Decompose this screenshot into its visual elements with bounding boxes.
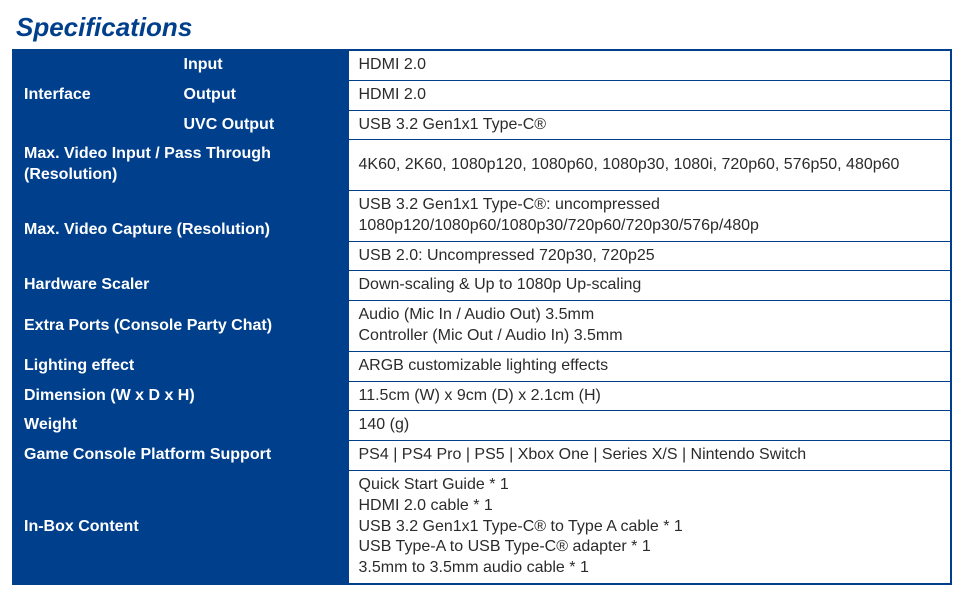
- row-sublabel: Output: [173, 80, 348, 110]
- row-value: 4K60, 2K60, 1080p120, 1080p60, 1080p30, …: [348, 140, 951, 191]
- specifications-table: Interface Input HDMI 2.0 Output HDMI 2.0…: [12, 49, 952, 585]
- table-row: Extra Ports (Console Party Chat) Audio (…: [13, 301, 951, 352]
- row-value: Down-scaling & Up to 1080p Up-scaling: [348, 271, 951, 301]
- row-label: Lighting effect: [13, 351, 348, 381]
- row-sublabel: UVC Output: [173, 110, 348, 140]
- table-row: Game Console Platform Support PS4 | PS4 …: [13, 441, 951, 471]
- row-label: Dimension (W x D x H): [13, 381, 348, 411]
- row-label: Interface: [13, 50, 173, 140]
- section-title: Specifications: [16, 12, 955, 43]
- table-row: Dimension (W x D x H) 11.5cm (W) x 9cm (…: [13, 381, 951, 411]
- row-value: ARGB customizable lighting effects: [348, 351, 951, 381]
- table-row: Weight 140 (g): [13, 411, 951, 441]
- table-row: Max. Video Capture (Resolution) USB 3.2 …: [13, 190, 951, 241]
- row-value: USB 2.0: Uncompressed 720p30, 720p25: [348, 241, 951, 271]
- row-sublabel: Input: [173, 50, 348, 80]
- row-value: PS4 | PS4 Pro | PS5 | Xbox One | Series …: [348, 441, 951, 471]
- row-value: Audio (Mic In / Audio Out) 3.5mm Control…: [348, 301, 951, 352]
- row-value: USB 3.2 Gen1x1 Type-C®: [348, 110, 951, 140]
- row-value: 140 (g): [348, 411, 951, 441]
- table-row: Max. Video Input / Pass Through (Resolut…: [13, 140, 951, 191]
- row-value: 11.5cm (W) x 9cm (D) x 2.1cm (H): [348, 381, 951, 411]
- row-label: In-Box Content: [13, 470, 348, 583]
- row-value: HDMI 2.0: [348, 50, 951, 80]
- row-value: USB 3.2 Gen1x1 Type-C®: uncompressed 108…: [348, 190, 951, 241]
- row-label: Max. Video Capture (Resolution): [13, 190, 348, 270]
- row-value: Quick Start Guide * 1 HDMI 2.0 cable * 1…: [348, 470, 951, 583]
- table-row: In-Box Content Quick Start Guide * 1 HDM…: [13, 470, 951, 583]
- row-label: Weight: [13, 411, 348, 441]
- row-label: Game Console Platform Support: [13, 441, 348, 471]
- row-value: HDMI 2.0: [348, 80, 951, 110]
- row-label: Extra Ports (Console Party Chat): [13, 301, 348, 352]
- table-row: Lighting effect ARGB customizable lighti…: [13, 351, 951, 381]
- table-row: Interface Input HDMI 2.0: [13, 50, 951, 80]
- row-label: Max. Video Input / Pass Through (Resolut…: [13, 140, 348, 191]
- table-row: Hardware Scaler Down-scaling & Up to 108…: [13, 271, 951, 301]
- row-label: Hardware Scaler: [13, 271, 348, 301]
